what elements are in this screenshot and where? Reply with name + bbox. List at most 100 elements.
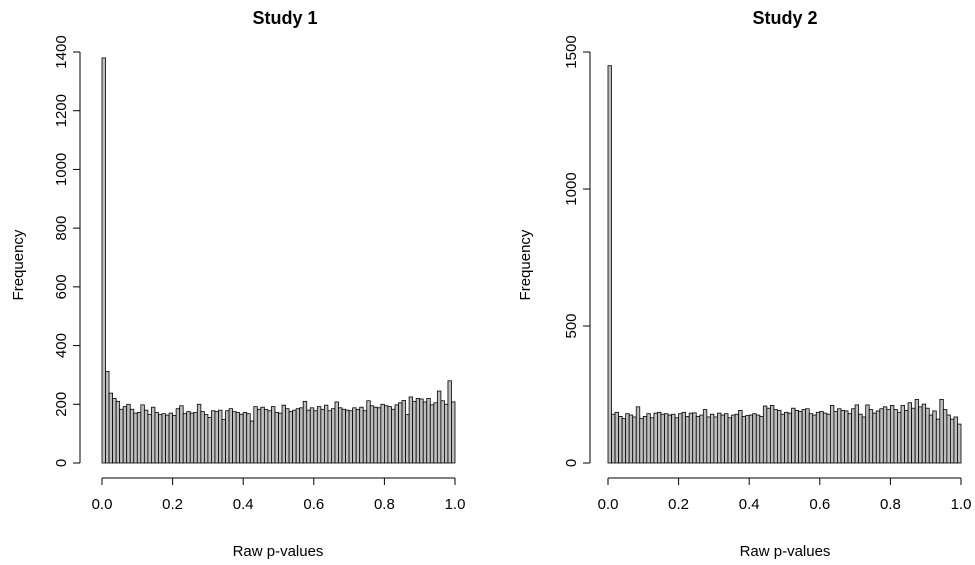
study-1-bar-53 <box>288 411 294 464</box>
study-2-bar-76 <box>875 410 881 464</box>
study-1-bar-40 <box>242 412 248 464</box>
study-1-bar-52 <box>285 408 290 464</box>
study-1-bar-93 <box>429 404 435 464</box>
study-2-bar-39 <box>745 415 750 464</box>
study-1-bar-78 <box>376 407 382 464</box>
study-2-bar-69 <box>851 408 856 464</box>
study-1-y-tick-label-2: 400 <box>53 333 70 358</box>
study-1-bar-38 <box>235 412 241 464</box>
study-1-ylabel: Frequency <box>10 229 27 300</box>
study-1-bar-45 <box>260 406 265 464</box>
study-2-bar-85 <box>907 402 912 464</box>
study-2-bar-20 <box>678 413 683 464</box>
study-1-bar-56 <box>299 407 304 464</box>
study-1-bar-48 <box>271 406 276 464</box>
study-2-bar-38 <box>741 416 747 464</box>
study-1-bar-61 <box>316 406 322 464</box>
study-2-bar-7 <box>632 416 637 464</box>
study-1-bar-65 <box>331 408 336 464</box>
study-1-bar-74 <box>362 410 368 464</box>
study-2-bar-2 <box>614 411 619 464</box>
study-2-y-tick-label-3: 1500 <box>563 35 580 68</box>
study-1-bar-3 <box>112 398 117 464</box>
study-1-bar-72 <box>355 409 361 464</box>
study-2-bar-60 <box>819 411 824 464</box>
study-1-bar-77 <box>373 406 378 464</box>
study-1-bar-89 <box>415 398 421 464</box>
study-2-bar-11 <box>646 413 651 464</box>
study-2-bar-21 <box>681 411 687 464</box>
study-2-bar-95 <box>942 409 948 464</box>
study-1-bar-94 <box>433 402 438 464</box>
study-2-bar-61 <box>822 412 828 464</box>
study-1-bar-88 <box>412 400 417 464</box>
study-2-bar-4 <box>621 418 627 464</box>
study-2-y-tick-label-0: 0 <box>563 459 580 467</box>
study-2-y-tick-label-1: 500 <box>563 313 580 338</box>
study-1-bar-32 <box>214 411 219 464</box>
study-1-bar-44 <box>256 408 262 464</box>
study-1-bar-9 <box>133 412 138 464</box>
study-1-bar-84 <box>398 402 403 464</box>
study-1-x-tick-label-2: 0.4 <box>233 496 254 513</box>
study-1-bar-57 <box>302 400 308 464</box>
study-1-bar-96 <box>440 400 445 464</box>
study-2-bar-22 <box>685 416 690 464</box>
study-1-bar-55 <box>295 408 301 464</box>
study-1-bar-54 <box>292 409 297 464</box>
study-1-bar-14 <box>151 406 156 464</box>
study-2-bar-1 <box>611 413 616 464</box>
study-2-bar-5 <box>625 413 630 464</box>
study-1-bar-83 <box>394 404 399 464</box>
study-1-bar-67 <box>338 407 343 464</box>
study-1-y-tick-label-0: 0 <box>53 459 70 467</box>
study-2-bar-28 <box>706 416 711 464</box>
study-2-bar-45 <box>766 407 771 464</box>
study-1-bar-33 <box>218 409 223 464</box>
study-1-bar-26 <box>193 412 198 464</box>
study-1-bar-35 <box>225 410 230 464</box>
study-1-bar-68 <box>341 408 346 464</box>
study-1-bar-85 <box>401 400 406 464</box>
study-2-bar-9 <box>639 418 644 464</box>
study-2-bar-43 <box>759 416 764 464</box>
study-2-bar-79 <box>886 409 891 464</box>
study-2-bar-48 <box>777 409 782 464</box>
study-1-bar-47 <box>267 410 272 464</box>
study-1-x-tick-label-4: 0.8 <box>374 496 395 513</box>
study-1-bar-29 <box>203 414 209 464</box>
study-1-bar-66 <box>334 401 339 464</box>
study-2-bar-87 <box>914 399 920 464</box>
study-1-bar-36 <box>228 408 234 464</box>
study-1-y-tick-label-4: 800 <box>53 216 70 241</box>
study-2-bar-68 <box>847 413 852 464</box>
study-2-x-tick-label-3: 0.6 <box>809 496 830 513</box>
study-2-bar-77 <box>879 408 884 464</box>
study-2-bar-71 <box>858 413 863 464</box>
study-2-bar-98 <box>953 416 958 464</box>
study-2-bar-31 <box>717 412 722 464</box>
study-2-bar-19 <box>674 417 680 464</box>
study-1-panel: Study 1 Raw p-values Frequency 0 200 400 60… <box>10 8 465 560</box>
study-2-bar-33 <box>724 413 729 464</box>
study-1-x-tick-label-0: 0.0 <box>92 496 113 513</box>
study-1-bar-80 <box>383 405 389 464</box>
study-1-bar-10 <box>136 412 142 464</box>
study-2-bar-42 <box>755 414 761 464</box>
study-2-y-tick-label-2: 1000 <box>563 172 580 205</box>
study-2-x-tick-label-0: 0.0 <box>598 496 619 513</box>
study-2-bar-12 <box>649 417 655 464</box>
study-2-bar-34 <box>727 417 732 464</box>
study-1-bar-0 <box>101 57 106 464</box>
study-2-bar-47 <box>773 409 778 464</box>
study-2-bar-25 <box>695 416 701 464</box>
study-2-bar-55 <box>801 409 807 464</box>
study-1-x-tick-label-3: 0.6 <box>303 496 324 513</box>
study-2-bar-66 <box>840 409 845 464</box>
study-2-bar-81 <box>893 409 898 464</box>
study-1-bar-92 <box>426 398 431 464</box>
study-2-bar-80 <box>890 405 895 464</box>
study-2-bar-57 <box>808 413 814 464</box>
study-1-bar-39 <box>239 413 244 464</box>
